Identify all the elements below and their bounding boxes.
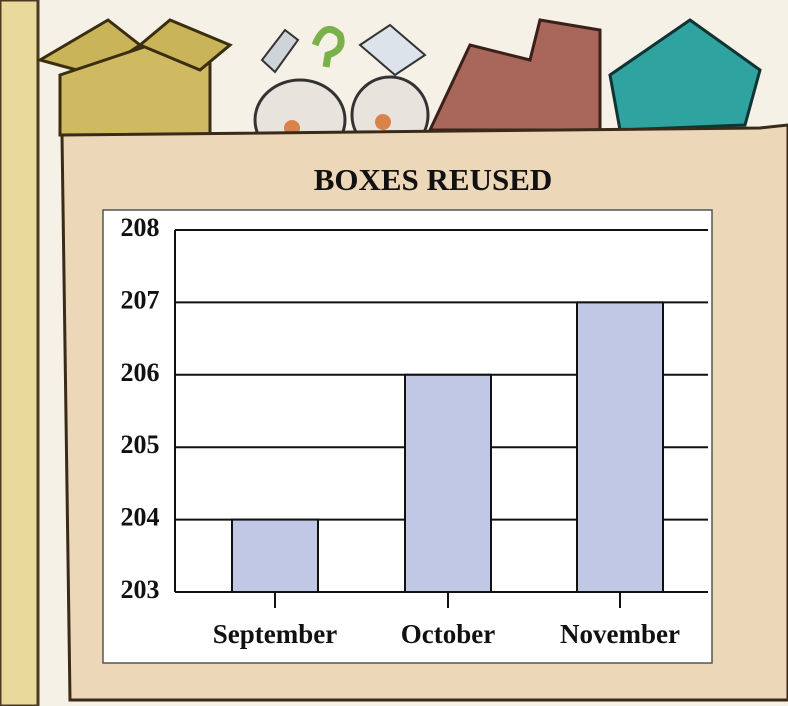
y-tick-label: 207 — [121, 285, 160, 314]
y-tick-label: 204 — [121, 503, 160, 532]
bar — [232, 520, 318, 592]
illustration — [0, 0, 788, 706]
chart: BOXES REUSED 203 204 205 206 207 208 September… — [0, 0, 788, 706]
x-tick-label: September — [213, 619, 337, 649]
x-tick-label: October — [401, 619, 495, 649]
y-tick-label: 205 — [121, 430, 160, 459]
y-tick-label: 206 — [121, 358, 160, 387]
x-tick-label: November — [560, 619, 680, 649]
page: BOXES REUSED 203 204 205 206 207 208 September… — [0, 0, 788, 706]
bar — [577, 302, 663, 592]
y-tick-label: 208 — [121, 213, 160, 242]
chart-title: BOXES REUSED — [314, 162, 553, 197]
bar — [405, 375, 491, 592]
y-tick-label: 203 — [121, 575, 160, 604]
